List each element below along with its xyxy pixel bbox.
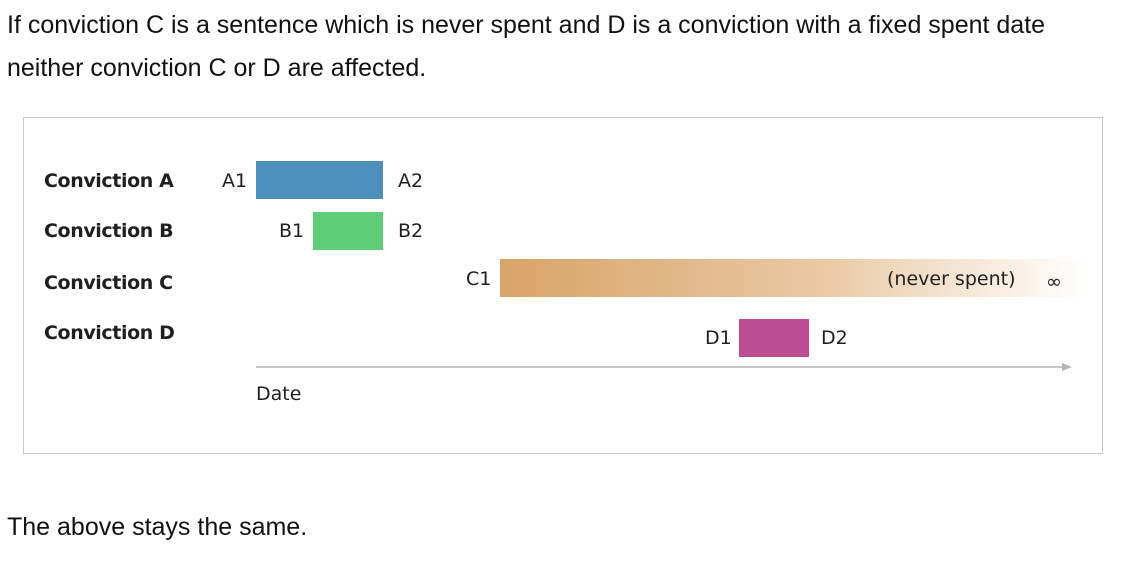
date-axis-label: Date	[256, 383, 301, 405]
conviction-d-end-label: D2	[821, 327, 848, 349]
conviction-b-bar	[313, 212, 383, 250]
infinity-symbol: ∞	[1046, 271, 1062, 293]
row-label-conviction-c: Conviction C	[44, 272, 173, 294]
conviction-d-start-label: D1	[705, 327, 732, 349]
date-axis-arrowhead	[1062, 363, 1072, 371]
conviction-c-start-label: C1	[466, 268, 491, 290]
intro-line-2: neither conviction C or D are affected.	[7, 54, 427, 82]
row-label-conviction-a: Conviction A	[44, 170, 174, 192]
row-label-conviction-b: Conviction B	[44, 220, 173, 242]
conviction-d-bar	[739, 319, 809, 357]
conviction-c-bar	[500, 259, 1086, 297]
intro-paragraph: If conviction C is a sentence which is n…	[7, 4, 1127, 90]
conviction-c-never-spent-label: (never spent)	[887, 268, 1015, 290]
conviction-a-end-label: A2	[398, 170, 423, 192]
outro-paragraph: The above stays the same.	[7, 513, 308, 541]
timeline-svg: Conviction A Conviction B Conviction C C…	[44, 161, 1086, 405]
conviction-a-bar	[256, 161, 383, 199]
intro-line-1: If conviction C is a sentence which is n…	[7, 11, 1046, 39]
conviction-b-start-label: B1	[279, 220, 304, 242]
row-label-conviction-d: Conviction D	[44, 322, 174, 344]
conviction-b-end-label: B2	[398, 220, 423, 242]
conviction-timeline-diagram: Conviction A Conviction B Conviction C C…	[23, 117, 1103, 454]
conviction-a-start-label: A1	[222, 170, 247, 192]
